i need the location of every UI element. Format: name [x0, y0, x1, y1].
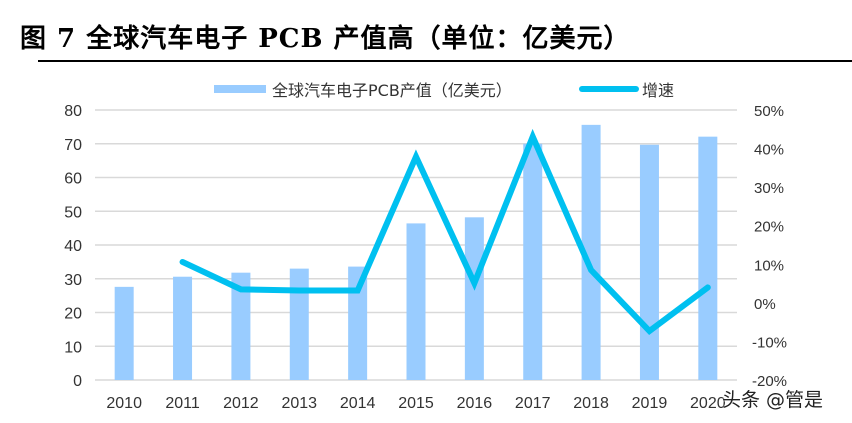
x-axis: 2010 2011 2012 2013 2014 2015 2016 2017 2018 2019… [106, 395, 725, 412]
right-axis-tick-label: 30% [754, 180, 784, 197]
right-axis-tick-label: 0% [754, 296, 776, 313]
x-axis-tick-label: 2017 [515, 395, 551, 412]
bar [348, 266, 368, 380]
legend-bar-swatch-icon [214, 85, 266, 93]
line-series [179, 128, 711, 336]
x-axis-tick-label: 2013 [281, 395, 317, 412]
x-axis-tick-label: 2012 [223, 395, 259, 412]
x-axis-tick-label: 2015 [398, 395, 434, 412]
x-axis-tick-label: 2019 [632, 395, 668, 412]
bar [114, 286, 134, 380]
left-axis-tick-label: 0 [73, 373, 82, 390]
left-axis-tick-label: 10 [64, 339, 82, 356]
x-axis-tick-label: 2011 [165, 395, 200, 412]
bar [523, 143, 543, 380]
bar [581, 124, 601, 380]
left-axis-tick-label: 80 [64, 103, 82, 120]
x-axis-tick-label: 2018 [573, 395, 609, 412]
left-axis-tick-label: 40 [64, 238, 82, 255]
bar [639, 144, 659, 380]
x-axis-tick-label: 2016 [457, 395, 493, 412]
left-axis-tick-label: 30 [64, 272, 82, 289]
bar [464, 217, 484, 380]
title-rule [38, 60, 852, 62]
bar [406, 223, 426, 380]
bar [698, 136, 718, 380]
right-axis-tick-label: 20% [754, 219, 784, 236]
x-axis-tick-label: 2020 [690, 395, 726, 412]
right-axis-tick-label: -10% [752, 334, 787, 351]
legend: 全球汽车电子PCB产值（亿美元） 增速 [214, 81, 674, 100]
left-axis-tick-label: 50 [64, 204, 82, 221]
growth-line [179, 128, 711, 336]
watermark: 头条 @管是 [722, 389, 824, 411]
right-axis-tick-label: 50% [754, 103, 784, 120]
x-axis-tick-label: 2014 [340, 395, 376, 412]
legend-label-value: 全球汽车电子PCB产值（亿美元） [272, 81, 512, 100]
left-axis-tick-label: 70 [64, 137, 82, 154]
left-axis-tick-label: 20 [64, 306, 82, 323]
right-axis-tick-label: 40% [754, 142, 784, 159]
bar [173, 276, 193, 380]
right-axis-tick-label: 10% [754, 257, 784, 274]
legend-label-growth: 增速 [642, 81, 674, 100]
bar [231, 272, 251, 380]
bar [289, 268, 309, 380]
bar-series [114, 124, 718, 380]
right-axis-tick-label: -20% [752, 373, 787, 390]
right-y-axis: -20% -10% 0% 10% 20% 30% 40% 50% [752, 103, 787, 390]
left-axis-tick-label: 60 [64, 171, 82, 188]
x-axis-tick-label: 2010 [106, 395, 142, 412]
left-y-axis: 0 10 20 30 40 50 60 70 80 [64, 103, 82, 390]
figure-title: 图 7 全球汽车电子 PCB 产值高（单位：亿美元） [20, 24, 631, 54]
